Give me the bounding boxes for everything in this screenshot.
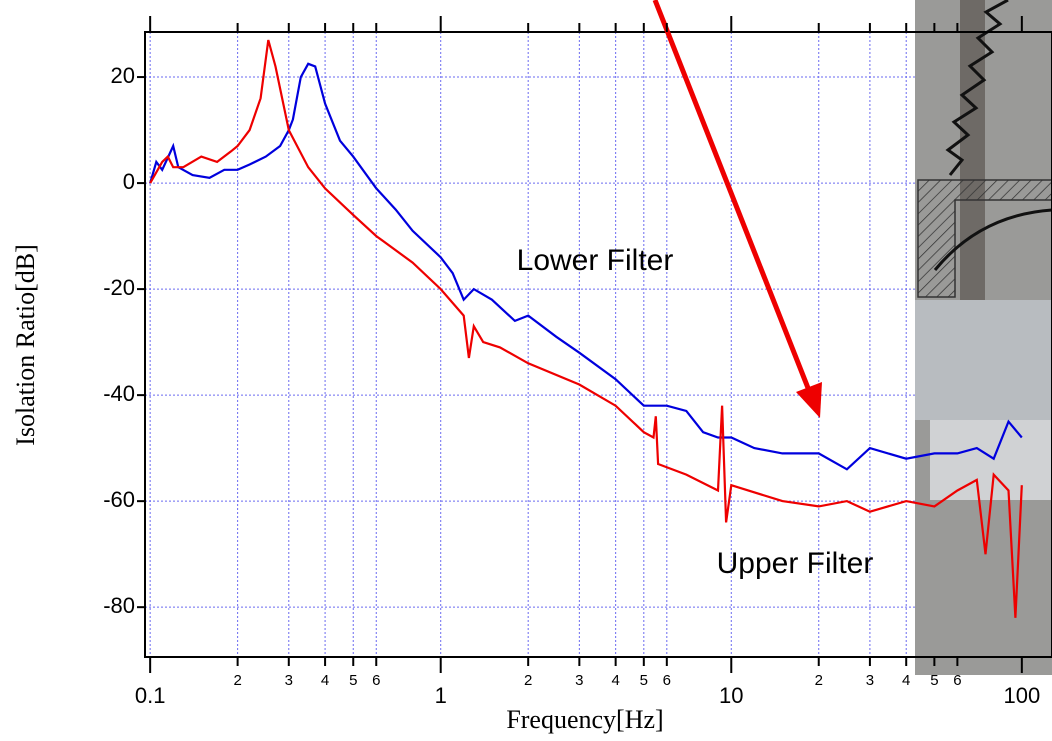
hatched-mount <box>917 179 1052 298</box>
x-axis-label: Frequency[Hz] <box>506 705 663 734</box>
photo-band <box>915 300 1052 420</box>
y-axis-label: Isolation Ratio[dB] <box>11 244 40 445</box>
x-tick-label: 1 <box>435 683 447 708</box>
series-label: Upper Filter <box>717 547 874 580</box>
y-tick-label: -20 <box>103 275 135 300</box>
x-tick-label: 3 <box>285 672 293 689</box>
series-label: Lower Filter <box>517 244 674 277</box>
x-tick-label: 2 <box>233 672 241 689</box>
x-tick-label: 4 <box>611 672 619 689</box>
x-tick-label: 6 <box>663 672 671 689</box>
y-tick-label: -80 <box>103 593 135 618</box>
x-tick-label: 10 <box>719 683 743 708</box>
y-tick-label: -60 <box>103 487 135 512</box>
x-tick-label: 6 <box>953 672 961 689</box>
y-tick-label: -40 <box>103 381 135 406</box>
photo <box>915 0 1052 675</box>
photo-post <box>960 0 985 300</box>
x-tick-label: 0.1 <box>135 683 166 708</box>
x-tick-label: 2 <box>815 672 823 689</box>
x-tick-label: 4 <box>902 672 910 689</box>
y-tick-label: 0 <box>123 169 135 194</box>
x-tick-label: 4 <box>321 672 329 689</box>
x-tick-label: 5 <box>640 672 648 689</box>
arrow-head <box>796 382 822 418</box>
x-tick-label: 2 <box>524 672 532 689</box>
x-tick-label: 3 <box>575 672 583 689</box>
x-tick-label: 6 <box>372 672 380 689</box>
spring <box>945 0 1009 176</box>
x-tick-label: 3 <box>866 672 874 689</box>
plot-frame <box>144 31 1052 658</box>
y-tick-label: 20 <box>111 63 135 88</box>
series-line <box>149 62 1023 471</box>
wire <box>933 208 1052 271</box>
x-tick-label: 5 <box>349 672 357 689</box>
mark-layer <box>149 39 1023 618</box>
x-tick-label: 100 <box>1003 683 1040 708</box>
x-tick-label: 5 <box>930 672 938 689</box>
photo-band <box>930 420 1052 500</box>
series-line <box>149 39 1023 618</box>
arrow-shaft <box>652 0 811 389</box>
